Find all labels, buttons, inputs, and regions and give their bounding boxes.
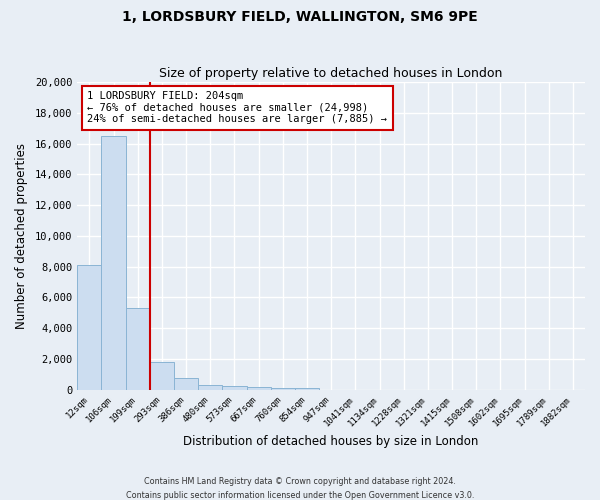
Bar [125,308,150,390]
Bar [247,388,271,390]
Bar [174,378,198,390]
Text: Contains HM Land Registry data © Crown copyright and database right 2024.
Contai: Contains HM Land Registry data © Crown c… [126,478,474,500]
Bar [101,136,125,390]
Title: Size of property relative to detached houses in London: Size of property relative to detached ho… [160,66,503,80]
Bar [295,388,319,390]
Bar [198,385,223,390]
Text: 1 LORDSBURY FIELD: 204sqm
← 76% of detached houses are smaller (24,998)
24% of s: 1 LORDSBURY FIELD: 204sqm ← 76% of detac… [88,92,388,124]
Bar [77,265,101,390]
X-axis label: Distribution of detached houses by size in London: Distribution of detached houses by size … [184,434,479,448]
Bar [150,362,174,390]
Bar [271,388,295,390]
Bar [223,386,247,390]
Y-axis label: Number of detached properties: Number of detached properties [15,143,28,329]
Text: 1, LORDSBURY FIELD, WALLINGTON, SM6 9PE: 1, LORDSBURY FIELD, WALLINGTON, SM6 9PE [122,10,478,24]
